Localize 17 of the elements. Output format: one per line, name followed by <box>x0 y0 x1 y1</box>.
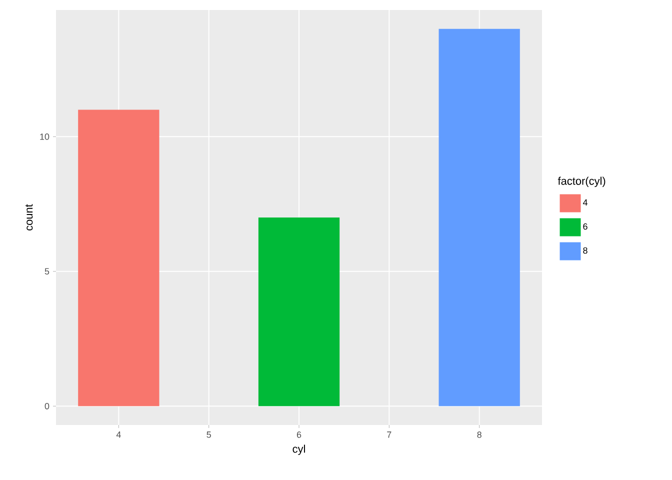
x-axis-title: cyl <box>292 444 305 455</box>
legend-label: 8 <box>583 247 588 254</box>
x-tick-label: 7 <box>387 432 392 438</box>
y-tick-label: 10 <box>40 133 50 140</box>
legend-label: 4 <box>582 199 588 206</box>
y-tick-label: 5 <box>44 268 50 275</box>
x-tick-label: 6 <box>296 432 302 438</box>
legend-title: factor(cyl) <box>558 176 606 187</box>
x-tick-label: 8 <box>477 432 482 438</box>
y-tick-label: 0 <box>44 402 50 410</box>
bar <box>258 217 340 406</box>
x-tick-label: 5 <box>206 432 211 438</box>
legend-label: 6 <box>583 223 588 230</box>
y-axis-title: count <box>25 204 33 230</box>
bar <box>78 110 160 406</box>
x-tick-label: 4 <box>116 432 121 438</box>
bar <box>438 28 520 406</box>
